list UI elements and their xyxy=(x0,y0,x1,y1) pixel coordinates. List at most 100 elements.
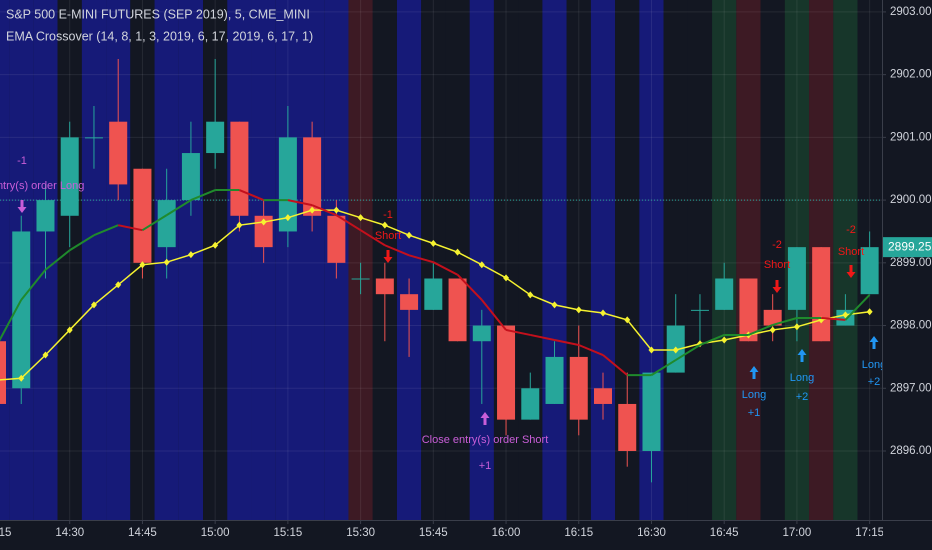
candle-body xyxy=(375,278,394,295)
ema-line-segment xyxy=(456,274,483,301)
candle-body xyxy=(157,200,176,248)
background-band xyxy=(396,0,422,520)
background-band xyxy=(275,0,300,520)
candle-body xyxy=(642,372,661,452)
signal-qty: +2 xyxy=(796,391,809,403)
x-tick-label: 16:30 xyxy=(637,527,666,539)
ema-marker xyxy=(503,274,510,282)
candle-body xyxy=(739,278,758,342)
signal-arrow xyxy=(749,366,759,379)
last-price-tag xyxy=(883,237,932,258)
ema-marker xyxy=(721,336,728,344)
candle-body xyxy=(763,309,782,326)
background-band xyxy=(590,0,616,520)
signal-label: Close entry(s) order Short xyxy=(422,434,549,446)
ema-line-segment xyxy=(844,294,871,321)
ema-line-segment xyxy=(0,299,23,342)
signal-qty: -1 xyxy=(17,155,27,167)
ema-line-segment xyxy=(481,299,507,331)
background-band xyxy=(445,0,470,520)
time-axis xyxy=(0,520,882,550)
candle-body xyxy=(36,200,55,232)
chart-subtitle: EMA Crossover (14, 8, 1, 3, 2019, 6, 17,… xyxy=(6,29,313,43)
ema-marker xyxy=(187,251,194,259)
x-tick-label: 16:15 xyxy=(564,527,593,539)
ema-marker xyxy=(454,248,461,256)
ema-marker xyxy=(478,261,485,269)
background-band xyxy=(833,0,858,520)
ema-line-segment xyxy=(20,269,47,301)
signal-arrow xyxy=(869,336,879,349)
signal-qty: -1 xyxy=(383,209,393,221)
candle-body xyxy=(303,137,322,216)
x-tick-label: 16:45 xyxy=(710,527,739,539)
background-band xyxy=(542,0,567,520)
signal-label: Close entry(s) order Long xyxy=(0,180,84,192)
x-tick-label: 15:00 xyxy=(201,527,230,539)
ema-line-segment xyxy=(166,199,192,217)
candle-body xyxy=(181,153,200,201)
ema-line-segment xyxy=(44,249,71,271)
signal-label: Short xyxy=(375,230,401,242)
signal-label: Long xyxy=(790,372,814,384)
x-tick-label: 17:15 xyxy=(855,527,884,539)
ema-line-segment xyxy=(117,224,143,232)
price-axis xyxy=(882,0,932,550)
candle-body xyxy=(133,168,152,263)
signal-qty: -2 xyxy=(772,239,782,251)
candle-body xyxy=(60,137,79,216)
candle-body xyxy=(690,309,709,311)
candle-body xyxy=(351,278,370,280)
ema-marker xyxy=(769,326,776,334)
ema-marker xyxy=(866,308,873,316)
x-tick-label: 14:30 xyxy=(55,527,84,539)
candle-body xyxy=(787,247,806,310)
signal-arrow xyxy=(480,412,490,425)
ema-line-segment xyxy=(699,334,725,346)
ema-line-segment xyxy=(360,229,386,247)
x-tick-label: 15:30 xyxy=(346,527,375,539)
signal-qty: +1 xyxy=(748,407,761,419)
x-tick-label: 15:15 xyxy=(273,527,302,539)
signal-qty: +1 xyxy=(479,460,492,472)
candle-body xyxy=(497,325,516,420)
candle-body xyxy=(521,388,540,420)
ema-line-segment xyxy=(748,323,774,336)
x-tick-label: 14:45 xyxy=(128,527,157,539)
ema-marker xyxy=(18,374,25,382)
background-band xyxy=(81,0,107,520)
background-band xyxy=(736,0,761,520)
ema-marker xyxy=(236,221,243,229)
y-tick-label: 2903.00 xyxy=(890,6,932,18)
ema-marker xyxy=(115,281,122,289)
candle-body xyxy=(84,137,103,139)
background-band xyxy=(57,0,82,520)
y-tick-label: 2900.00 xyxy=(890,194,932,206)
candle-body xyxy=(545,356,564,404)
ema-marker xyxy=(600,309,606,317)
ema-marker xyxy=(430,239,437,247)
y-tick-label: 2901.00 xyxy=(890,131,932,143)
ema-line-segment xyxy=(650,359,677,376)
ema-marker xyxy=(357,214,364,222)
ema-line-segment xyxy=(93,224,119,237)
ema-marker xyxy=(575,306,582,314)
ema-line-segment xyxy=(287,199,313,207)
background-band xyxy=(372,0,397,520)
candle-body xyxy=(569,356,588,420)
last-price-label: 2899.25 xyxy=(888,239,932,253)
candle-body xyxy=(109,121,128,185)
candle-body xyxy=(0,341,6,404)
ema-line-segment xyxy=(311,204,337,217)
background-band xyxy=(712,0,737,520)
ema-marker xyxy=(551,301,558,309)
x-tick-label: 15:45 xyxy=(419,527,448,539)
signal-arrow xyxy=(17,200,27,213)
x-tick-label: 14:15 xyxy=(0,527,11,539)
ema-line-segment xyxy=(530,333,555,341)
background-band xyxy=(0,0,10,520)
x-tick-label: 17:00 xyxy=(783,527,812,539)
candle-body xyxy=(12,231,31,389)
